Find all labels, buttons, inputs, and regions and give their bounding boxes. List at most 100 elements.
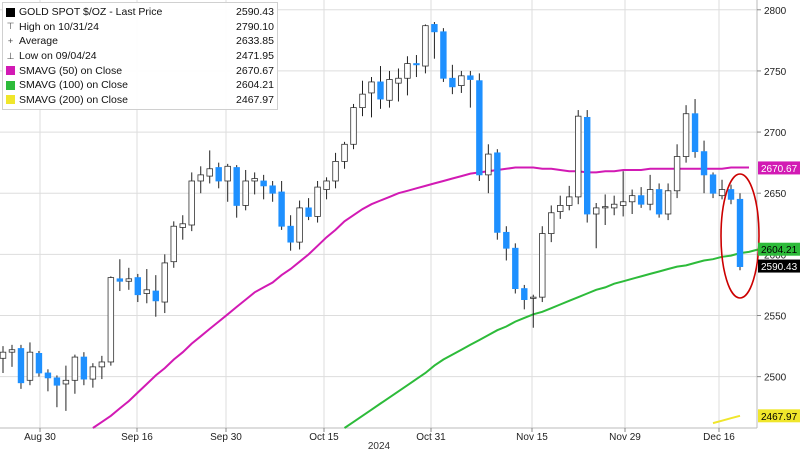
- candle: [332, 152, 339, 189]
- candle-body-up: [98, 361, 106, 368]
- candle-body-up: [197, 174, 204, 182]
- candle: [170, 221, 177, 268]
- candle-body-down: [152, 290, 159, 302]
- candle-body-up: [610, 203, 618, 209]
- candle-body-down: [440, 31, 447, 79]
- candle: [179, 215, 186, 240]
- candle-body-up: [0, 351, 7, 359]
- candle-body-up: [368, 81, 375, 94]
- series-line: [343, 248, 759, 429]
- x-tick-label: Sep 16: [121, 432, 153, 443]
- candle: [8, 344, 16, 367]
- y-tick-label: 2600: [764, 250, 787, 261]
- candle: [440, 28, 447, 82]
- candle-body-down: [269, 185, 276, 194]
- legend-item-label: Average: [19, 35, 58, 48]
- legend-item-value: 2670.67: [236, 64, 274, 77]
- series-line: [92, 166, 749, 429]
- candle: [566, 185, 573, 211]
- candle: [233, 165, 240, 218]
- candle-body-up: [539, 233, 546, 298]
- candle-body-down: [278, 191, 285, 227]
- year-label: 2024: [368, 441, 391, 452]
- candle-body-up: [341, 143, 348, 162]
- legend-item-label: SMAVG (100) on Close: [19, 79, 128, 92]
- candle: [26, 342, 34, 386]
- candle: [134, 273, 142, 303]
- candle: [368, 77, 375, 118]
- candle-body-down: [521, 288, 528, 301]
- candle-body-up: [673, 156, 681, 192]
- candle-body-down: [134, 277, 142, 296]
- candle: [116, 259, 124, 292]
- x-tick-label: Nov 15: [516, 432, 548, 443]
- candle-body-up: [350, 107, 357, 145]
- candle-body-down: [44, 372, 52, 379]
- candle-body-down: [233, 167, 240, 206]
- legend-item-label: GOLD SPOT $/OZ - Last Price: [19, 6, 163, 19]
- candle: [314, 180, 321, 223]
- candle: [548, 205, 555, 243]
- candle: [0, 346, 7, 373]
- candle: [386, 70, 393, 108]
- candle: [269, 180, 276, 202]
- candle: [197, 166, 204, 194]
- candle: [98, 355, 106, 380]
- candle: [350, 103, 357, 150]
- x-tick-label: Aug 30: [24, 432, 56, 443]
- y-tick-label: 2550: [764, 311, 787, 322]
- candle-body-up: [566, 196, 573, 206]
- candle: [476, 73, 483, 181]
- candle-body-down: [287, 225, 294, 243]
- right-value-label-text: 2590.43: [761, 262, 798, 273]
- right-value-label-box: [758, 259, 800, 273]
- legend-item: ⊤ High on 10/31/24 2790.10: [6, 20, 274, 35]
- candle: [467, 70, 474, 108]
- candle-body-up: [601, 206, 609, 209]
- low-marker-icon: ⊥: [6, 50, 15, 61]
- candle-body-up: [89, 366, 97, 380]
- candle-body-up: [422, 25, 429, 67]
- yellow-square-icon: [6, 95, 15, 105]
- candle-body-up: [619, 201, 627, 206]
- candle-body-up: [628, 195, 636, 203]
- candle-body-down: [413, 63, 420, 66]
- legend-item-label: High on 10/31/24: [19, 20, 99, 33]
- legend-item: SMAVG (100) on Close 2604.21: [6, 78, 274, 93]
- candle: [53, 375, 61, 408]
- candle-body-down: [709, 174, 717, 194]
- candle: [404, 56, 411, 96]
- green-square-icon: [6, 80, 15, 90]
- candle: [188, 172, 195, 232]
- candle-body-up: [395, 77, 402, 84]
- legend-item: SMAVG (50) on Close 2670.67: [6, 63, 274, 78]
- candle-body-up: [107, 277, 115, 363]
- candle: [628, 189, 636, 214]
- candle: [305, 198, 312, 221]
- right-value-label-box: [758, 409, 800, 423]
- candle-body-up: [386, 79, 393, 101]
- y-tick-label: 2800: [764, 6, 787, 17]
- candle: [359, 80, 366, 117]
- candle-body-up: [323, 180, 330, 190]
- average-marker-icon: +: [7, 35, 14, 46]
- candle: [503, 226, 510, 261]
- candle-body-down: [53, 377, 61, 386]
- candle: [449, 64, 456, 95]
- candle-body-up: [206, 168, 213, 177]
- candle: [512, 243, 519, 294]
- candle-body-up: [404, 63, 411, 79]
- candle-body-down: [377, 81, 384, 100]
- candle: [494, 149, 501, 240]
- candle: [341, 141, 348, 169]
- x-tick-label: Nov 29: [609, 432, 641, 443]
- candle-body-up: [71, 356, 79, 381]
- candle-body-down: [691, 113, 699, 153]
- candle-body-up: [8, 349, 16, 353]
- candle: [224, 163, 231, 202]
- candle: [143, 269, 151, 304]
- candle: [17, 344, 25, 389]
- candle-body-up: [646, 189, 654, 205]
- candle: [71, 354, 79, 394]
- candle-body-down: [700, 151, 708, 176]
